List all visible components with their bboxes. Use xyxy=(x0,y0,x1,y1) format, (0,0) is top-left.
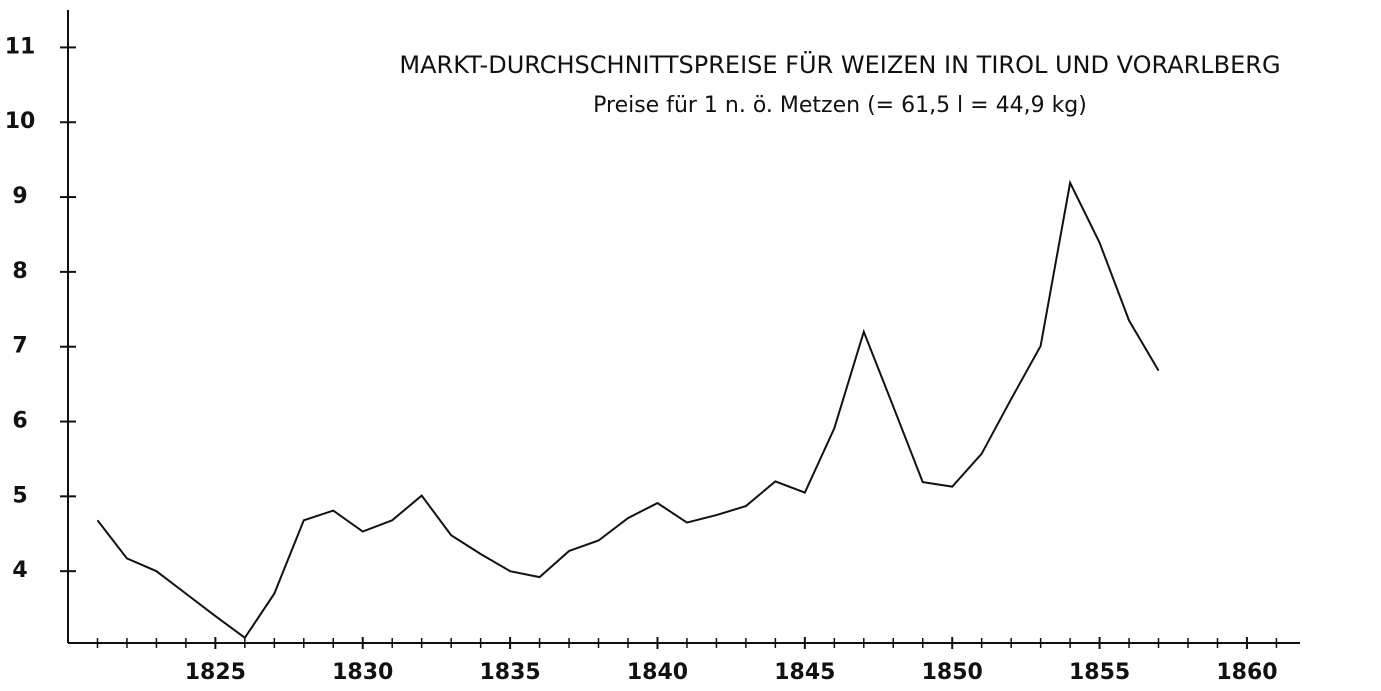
y-tick-label: 8 xyxy=(12,259,27,284)
chart-subtitle: Preise für 1 n. ö. Metzen (= 61,5 l = 44… xyxy=(593,93,1087,118)
x-tick-label: 1860 xyxy=(1216,660,1277,685)
x-tick-label: 1855 xyxy=(1069,660,1130,685)
y-tick-label: 5 xyxy=(12,483,27,508)
y-tick-label: 10 xyxy=(5,109,36,134)
x-tick-label: 1845 xyxy=(774,660,835,685)
x-tick-label: 1850 xyxy=(922,660,983,685)
chart-title: MARKT-DURCHSCHNITTSPREISE FÜR WEIZEN IN … xyxy=(399,50,1280,79)
line xyxy=(96,179,1160,640)
y-tick-label: 4 xyxy=(12,558,27,583)
y-tick-label: 7 xyxy=(12,334,27,359)
x-tick-label: 1835 xyxy=(479,660,540,685)
x-tick-label: 1840 xyxy=(627,660,688,685)
y-tick-label: 11 xyxy=(5,34,36,59)
x-tick-label: 1825 xyxy=(185,660,246,685)
y-tick-label: 9 xyxy=(12,184,27,209)
x-tick-label: 1830 xyxy=(332,660,393,685)
y-tick-label: 6 xyxy=(12,409,27,434)
